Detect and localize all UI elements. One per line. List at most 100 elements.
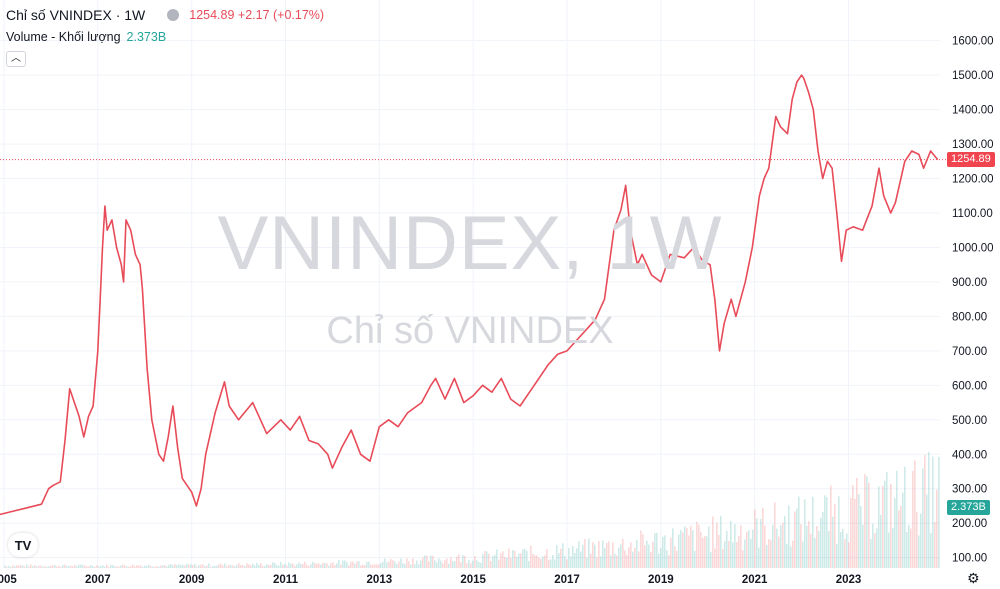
volume-bar [880, 514, 882, 568]
chevron-up-icon[interactable]: ︿ [6, 51, 26, 67]
volume-bar [108, 566, 110, 568]
grid-lines [0, 0, 940, 568]
volume-bar [698, 524, 700, 568]
volume-bar [612, 542, 614, 568]
volume-bar [716, 522, 718, 568]
volume-bar [640, 530, 642, 568]
volume-bar [210, 566, 212, 568]
volume-bar [734, 524, 736, 568]
volume-bar [770, 540, 772, 568]
volume-bar [908, 524, 910, 568]
volume-bar [426, 555, 428, 568]
x-tick-label: 2009 [179, 574, 205, 586]
volume-bar [482, 554, 484, 568]
volume-bar [206, 565, 208, 568]
volume-bar [914, 460, 916, 568]
legend: Chỉ số VNINDEX · 1W 1254.89 +2.17 (+0.17… [6, 6, 330, 67]
volume-bar [534, 555, 536, 568]
volume-bar [432, 555, 434, 568]
price-line [0, 74, 939, 516]
volume-bar [248, 564, 250, 568]
volume-bar [630, 542, 632, 568]
volume-bar [302, 563, 304, 568]
symbol-title[interactable]: Chỉ số VNINDEX · 1W [6, 7, 146, 23]
volume-bar [208, 563, 210, 568]
volume-bar [554, 559, 556, 568]
volume-bar [348, 565, 350, 568]
volume-bar [882, 485, 884, 568]
volume-bar [142, 566, 144, 568]
volume-bar [910, 528, 912, 568]
volume-bar [688, 535, 690, 568]
volume-bar [354, 563, 356, 568]
volume-bar [76, 566, 78, 568]
volume-bar [110, 564, 112, 568]
volume-bar [164, 565, 166, 568]
volume-bar [796, 508, 798, 568]
tradingview-logo[interactable]: TV [8, 533, 38, 557]
time-axis[interactable]: 2005 2007 2009 2011 2013 2015 2017 2019 2021 2023 [0, 574, 861, 586]
volume-bar [884, 480, 886, 568]
volume-bar [780, 525, 782, 568]
volume-bar [106, 564, 108, 568]
volume-bar [380, 562, 382, 568]
y-tick-label: 300.00 [952, 484, 987, 496]
volume-bar [510, 557, 512, 568]
volume-bar [900, 505, 902, 568]
price-axis[interactable]: 100.00 200.00 300.00 400.00 500.00 600.00 700.… [952, 36, 994, 565]
volume-bar [338, 560, 340, 568]
volume-bar [176, 565, 178, 568]
volume-label[interactable]: Volume - Khối lượng [6, 30, 121, 44]
volume-bar [932, 456, 934, 568]
volume-bar [184, 565, 186, 568]
volume-bar [846, 533, 848, 568]
volume-bar [798, 496, 800, 568]
volume-bar [830, 485, 832, 568]
volume-bar [730, 521, 732, 568]
volume-bar [556, 545, 558, 568]
volume-bar [512, 549, 514, 568]
volume-bar [124, 565, 126, 568]
volume-bar [390, 558, 392, 568]
volume-bar [504, 556, 506, 568]
volume-bar [40, 565, 42, 568]
volume-bar [120, 565, 122, 568]
volume-bar [334, 565, 336, 568]
volume-bar [866, 476, 868, 568]
volume-bar [310, 564, 312, 568]
volume-bar [138, 565, 140, 568]
price-change: 1254.89 +2.17 (+0.17%) [189, 8, 325, 22]
volume-bar [802, 541, 804, 568]
y-tick-label: 100.00 [952, 553, 987, 565]
volume-bar [494, 554, 496, 568]
volume-bar [160, 565, 162, 568]
volume-bar [856, 477, 858, 568]
volume-bar [746, 531, 748, 568]
gear-icon[interactable]: ⚙ [967, 570, 980, 586]
volume-bar [358, 561, 360, 568]
volume-bar [756, 518, 758, 568]
volume-bar [158, 566, 160, 568]
volume-bar [322, 562, 324, 568]
volume-bar [126, 566, 128, 568]
volume-bar [656, 532, 658, 568]
volume-bar [776, 528, 778, 568]
volume-bar [174, 564, 176, 568]
volume-bar [736, 542, 738, 568]
volume-bar [6, 566, 8, 568]
volume-bar [298, 562, 300, 568]
volume-bar [154, 566, 156, 568]
volume-bar [918, 535, 920, 568]
volume-bar [934, 521, 936, 568]
volume-bar [246, 563, 248, 568]
volume-bar [782, 522, 784, 568]
volume-bar [912, 470, 914, 568]
volume-bar [410, 564, 412, 568]
volume-bar [172, 565, 174, 568]
volume-bar [560, 548, 562, 568]
volume-bar [676, 550, 678, 568]
volume-bar [890, 483, 892, 568]
volume-bar [388, 561, 390, 568]
volume-bar [134, 566, 136, 568]
